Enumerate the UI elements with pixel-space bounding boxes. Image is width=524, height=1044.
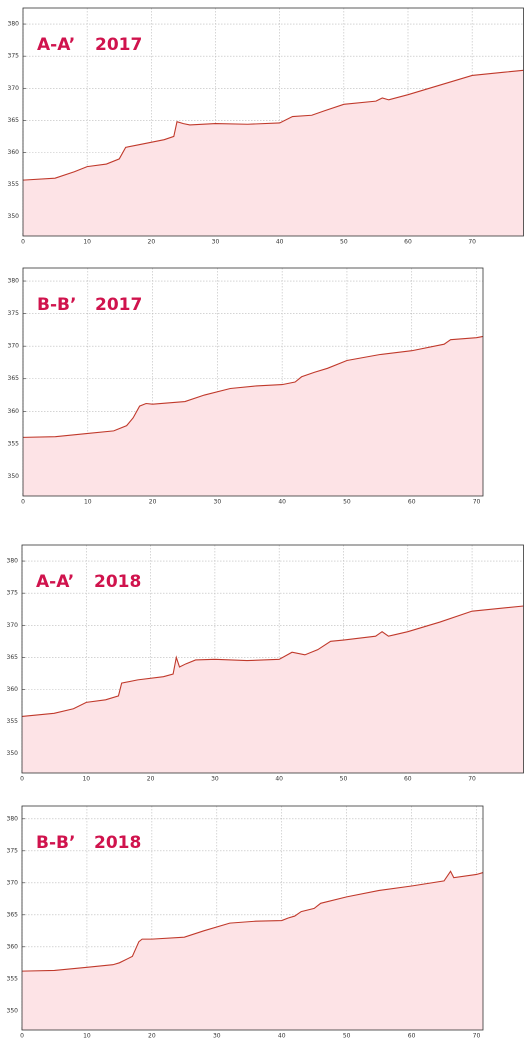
y-tick-label: 355 bbox=[8, 181, 20, 188]
y-tick-label: 380 bbox=[7, 815, 19, 822]
x-tick-label: 50 bbox=[340, 776, 348, 783]
y-tick-label: 355 bbox=[7, 975, 19, 982]
area-fill bbox=[22, 871, 483, 1030]
y-tick-label: 380 bbox=[7, 558, 19, 565]
area-fill bbox=[22, 606, 524, 773]
y-tick-label: 360 bbox=[7, 686, 19, 693]
plot-frame bbox=[22, 267, 484, 497]
x-tick-label: 10 bbox=[83, 1033, 91, 1040]
section-label: B-B’ bbox=[36, 833, 75, 853]
area-fill bbox=[23, 70, 524, 236]
x-tick-label: 60 bbox=[404, 239, 412, 246]
x-tick-label: 20 bbox=[148, 1033, 156, 1040]
x-tick-label: 10 bbox=[82, 776, 90, 783]
x-tick-label: 50 bbox=[340, 239, 348, 246]
x-tick-label: 0 bbox=[20, 776, 24, 783]
y-tick-label: 355 bbox=[7, 718, 19, 725]
profile-line bbox=[22, 335, 484, 438]
x-tick-label: 20 bbox=[147, 776, 155, 783]
y-tick-label: 370 bbox=[7, 622, 19, 629]
y-tick-label: 365 bbox=[7, 911, 19, 918]
y-tick-label: 360 bbox=[8, 149, 20, 156]
y-tick-label: 360 bbox=[8, 408, 20, 415]
year-label: 2017 bbox=[95, 295, 142, 315]
area-fill bbox=[23, 336, 483, 496]
section-label: A-A’ bbox=[37, 35, 75, 55]
year-label: 2018 bbox=[94, 572, 141, 592]
plot-frame bbox=[21, 805, 484, 1031]
x-tick-label: 10 bbox=[83, 239, 91, 246]
y-tick-label: 350 bbox=[7, 1007, 19, 1014]
y-tick-label: 350 bbox=[7, 750, 19, 757]
x-tick-label: 40 bbox=[276, 239, 284, 246]
x-tick-label: 30 bbox=[213, 1033, 221, 1040]
y-tick-label: 380 bbox=[8, 21, 20, 28]
y-tick-label: 370 bbox=[8, 85, 20, 92]
y-tick-label: 350 bbox=[8, 473, 20, 480]
y-tick-label: 370 bbox=[8, 343, 20, 350]
x-tick-label: 40 bbox=[275, 776, 283, 783]
y-tick-label: 375 bbox=[8, 310, 20, 317]
y-tick-label: 365 bbox=[7, 654, 19, 661]
x-tick-label: 10 bbox=[84, 499, 92, 506]
y-tick-label: 365 bbox=[8, 375, 20, 382]
x-tick-label: 40 bbox=[278, 499, 286, 506]
year-label: 2018 bbox=[94, 833, 141, 853]
x-tick-label: 0 bbox=[20, 1033, 24, 1040]
x-tick-label: 70 bbox=[468, 239, 476, 246]
x-tick-label: 30 bbox=[211, 776, 219, 783]
x-tick-label: 20 bbox=[148, 239, 156, 246]
x-tick-label: 70 bbox=[473, 1033, 481, 1040]
x-tick-label: 70 bbox=[473, 499, 481, 506]
x-tick-label: 0 bbox=[21, 239, 25, 246]
y-tick-label: 375 bbox=[7, 590, 19, 597]
y-tick-label: 375 bbox=[7, 847, 19, 854]
y-tick-label: 380 bbox=[8, 278, 20, 285]
x-tick-label: 60 bbox=[404, 776, 412, 783]
x-tick-label: 60 bbox=[408, 499, 416, 506]
x-tick-label: 70 bbox=[468, 776, 476, 783]
section-label: B-B’ bbox=[37, 295, 76, 315]
y-tick-label: 360 bbox=[7, 943, 19, 950]
y-tick-label: 355 bbox=[8, 440, 20, 447]
y-tick-label: 365 bbox=[8, 117, 20, 124]
profile-line bbox=[21, 870, 484, 972]
y-tick-label: 375 bbox=[8, 53, 20, 60]
y-tick-label: 370 bbox=[7, 879, 19, 886]
x-tick-label: 30 bbox=[214, 499, 222, 506]
profile-line bbox=[21, 605, 524, 718]
y-tick-label: 350 bbox=[8, 213, 20, 220]
section-label: A-A’ bbox=[36, 572, 74, 592]
x-tick-label: 50 bbox=[343, 1033, 351, 1040]
year-label: 2017 bbox=[95, 35, 142, 55]
x-tick-label: 20 bbox=[149, 499, 157, 506]
x-tick-label: 0 bbox=[21, 499, 25, 506]
x-tick-label: 30 bbox=[212, 239, 220, 246]
profile-line bbox=[22, 69, 524, 181]
x-tick-label: 60 bbox=[408, 1033, 416, 1040]
x-tick-label: 40 bbox=[278, 1033, 286, 1040]
x-tick-label: 50 bbox=[343, 499, 351, 506]
